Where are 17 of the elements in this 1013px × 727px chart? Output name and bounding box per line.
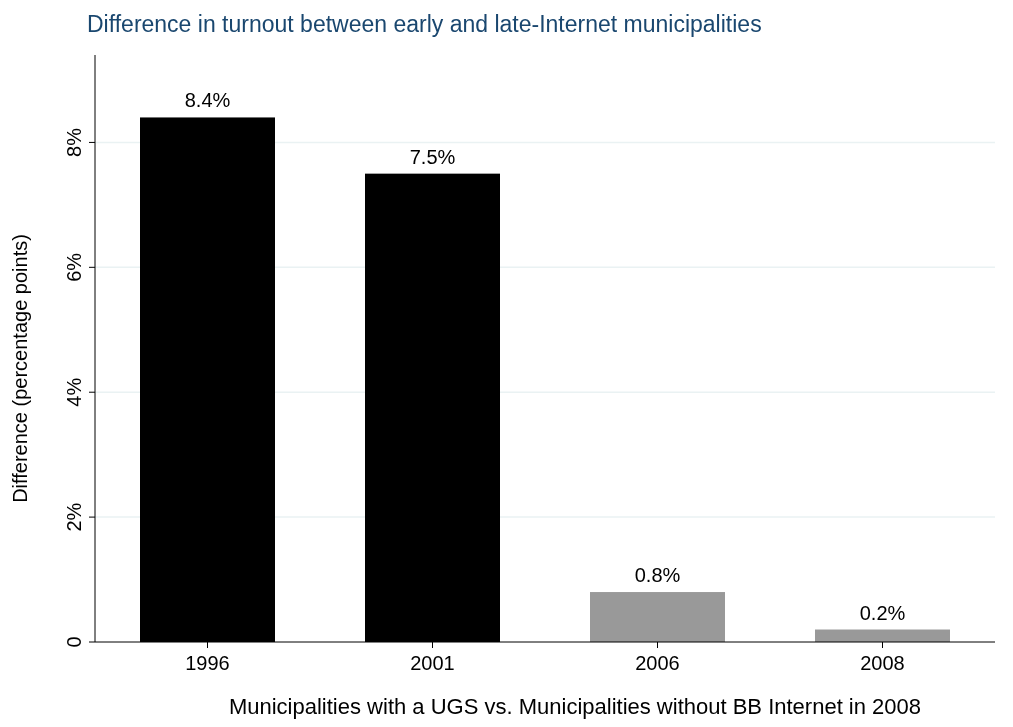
x-tick-label: 2008: [860, 652, 905, 674]
y-axis-title: Difference (percentage points): [9, 234, 31, 503]
x-tick-label: 2006: [635, 652, 680, 674]
bar: [590, 592, 725, 642]
y-tick-label: 4%: [63, 377, 85, 407]
y-tick-label: 2%: [63, 502, 85, 532]
x-tick-label: 2001: [410, 652, 455, 674]
y-tick-label: 0: [63, 636, 85, 648]
y-tick-label: 6%: [63, 252, 85, 282]
data-label: 0.8%: [634, 564, 681, 587]
data-label: 7.5%: [409, 145, 456, 168]
data-label: 8.4%: [184, 89, 231, 112]
chart-title: Difference in turnout between early and late-Internet municipalities: [87, 11, 762, 37]
y-tick-label: 8%: [63, 127, 85, 157]
x-axis-title: Municipalities with a UGS vs. Municipalities without BB Internet in 2008: [228, 694, 922, 719]
x-tick-label: 1996: [185, 652, 230, 674]
data-label: 0.2%: [859, 601, 906, 624]
